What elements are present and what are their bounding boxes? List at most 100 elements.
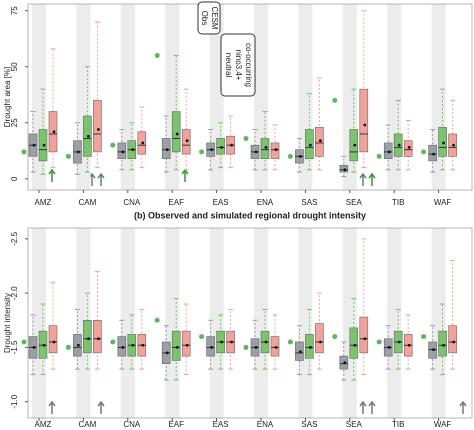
mean	[264, 340, 268, 344]
mean	[77, 150, 80, 154]
arrow	[359, 172, 367, 186]
mean	[264, 146, 268, 149]
mean	[397, 143, 401, 147]
box	[359, 316, 369, 354]
mean	[353, 143, 357, 147]
y-tick-label: 75	[10, 6, 19, 15]
mean	[309, 143, 312, 147]
mean	[343, 361, 347, 365]
y-axis-label: Drought area [%]	[3, 67, 12, 127]
stripe	[431, 4, 446, 190]
mean	[131, 148, 135, 152]
obs-point	[287, 153, 293, 159]
box	[383, 142, 393, 159]
stripe	[120, 4, 135, 190]
box	[181, 330, 191, 357]
mean	[274, 346, 278, 349]
x-tick-label: CAM	[79, 198, 97, 207]
mean	[32, 143, 36, 147]
stripe	[120, 228, 135, 418]
stripe	[32, 228, 46, 418]
significance-arrows	[48, 168, 467, 414]
mean	[210, 148, 214, 152]
x-tick-label: EAF	[168, 420, 184, 429]
x-tick-label: AMZ	[35, 198, 52, 207]
x-tick-label: SEA	[346, 420, 363, 429]
box	[171, 330, 181, 361]
y-tick-label: 25	[10, 118, 19, 127]
mean	[319, 340, 322, 344]
legend: Obs CESM neutral nino3.4+ co-occurring	[197, 1, 256, 97]
obs-point	[287, 339, 293, 345]
stripe	[209, 228, 224, 418]
mean	[230, 143, 234, 147]
mean	[175, 346, 179, 349]
mean	[52, 130, 56, 134]
box	[305, 334, 314, 359]
arrow	[48, 400, 56, 414]
y-tick-label: 0	[10, 176, 19, 181]
obs-point	[332, 334, 338, 340]
arrow	[368, 400, 376, 414]
box	[93, 100, 102, 153]
box	[216, 138, 225, 155]
box	[403, 140, 413, 157]
stripe	[165, 228, 180, 418]
obs-point	[332, 97, 338, 103]
arrow	[181, 168, 189, 182]
plot-frame	[27, 3, 473, 191]
box	[93, 319, 102, 354]
obs-point	[65, 344, 71, 350]
box	[305, 129, 314, 159]
box	[270, 142, 280, 159]
obs-point	[154, 317, 160, 323]
x-tick-label: SAS	[301, 420, 317, 429]
x-tick-label: TIB	[392, 420, 404, 429]
obs-point	[110, 142, 116, 148]
legend-obs: Obs	[200, 11, 209, 26]
mean	[42, 343, 46, 347]
x-tick-label: WAF	[434, 420, 452, 429]
obs-point	[21, 149, 27, 155]
mean	[97, 128, 100, 131]
mean	[254, 346, 258, 349]
y-axis-label: Drought intensity	[3, 293, 12, 353]
legend-series: co-occurring	[244, 43, 253, 87]
mean	[121, 150, 125, 154]
mean	[254, 150, 258, 154]
box	[315, 126, 324, 157]
mean	[397, 340, 401, 344]
mean	[442, 343, 445, 347]
y-tick-label: 50	[10, 62, 19, 71]
box	[206, 336, 215, 357]
x-tick-label: AMZ	[35, 420, 52, 429]
stripe	[298, 228, 313, 418]
mean	[353, 343, 357, 347]
mean	[407, 146, 411, 149]
mean	[131, 343, 135, 347]
mean	[121, 346, 125, 349]
mean	[432, 348, 435, 351]
obs-point	[110, 339, 116, 345]
arrow	[359, 400, 367, 414]
legend-model: CESM	[210, 6, 219, 29]
obs-point	[376, 339, 382, 345]
mean	[87, 134, 90, 138]
stripe	[342, 228, 357, 418]
box	[438, 126, 447, 157]
obs-point	[243, 344, 249, 350]
mean	[97, 337, 100, 341]
mean	[387, 346, 391, 349]
arrow	[97, 400, 105, 414]
mean	[363, 337, 367, 341]
x-tick-label: SEA	[346, 198, 363, 207]
mean	[42, 143, 46, 147]
obs-point	[21, 339, 27, 345]
box	[48, 325, 58, 354]
legend-series: neutral	[224, 53, 233, 78]
mean	[343, 168, 347, 172]
box	[117, 336, 127, 357]
mean	[52, 340, 56, 344]
obs-point	[199, 334, 205, 340]
obs-point	[421, 334, 427, 340]
